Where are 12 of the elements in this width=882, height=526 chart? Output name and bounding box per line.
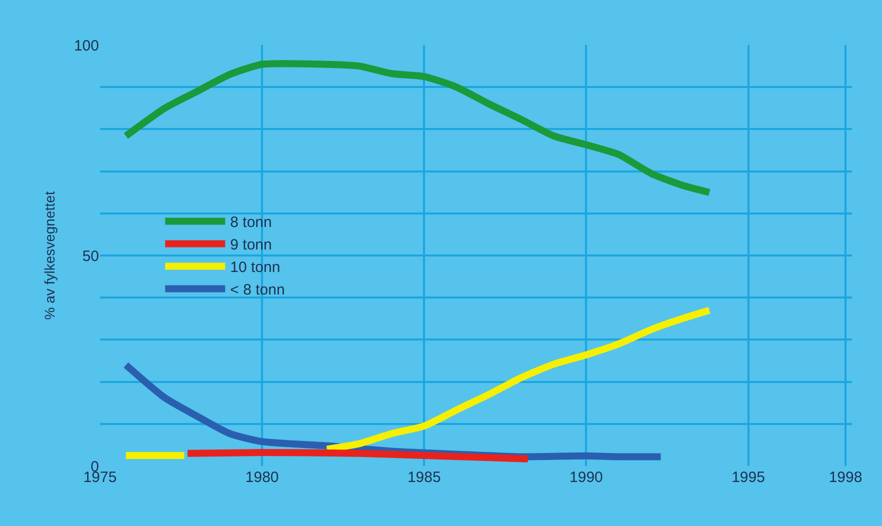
x-tick-label: 1995 [732,469,765,486]
x-tick-label: 1980 [245,469,279,486]
y-axis-title: % av fylkesvegnettet [42,191,58,320]
y-tick-label: 50 [82,248,99,265]
legend-label: 9 tonn [230,236,272,254]
x-tick-label: 1990 [570,469,603,486]
legend-label: < 8 tonn [230,282,285,299]
y-tick-label: 100 [74,37,99,54]
legend-label: 10 tonn [230,259,280,276]
x-tick-label: 1985 [407,469,441,486]
x-tick-label: 1998 [828,469,862,486]
legend-label: 8 tonn [230,214,272,232]
